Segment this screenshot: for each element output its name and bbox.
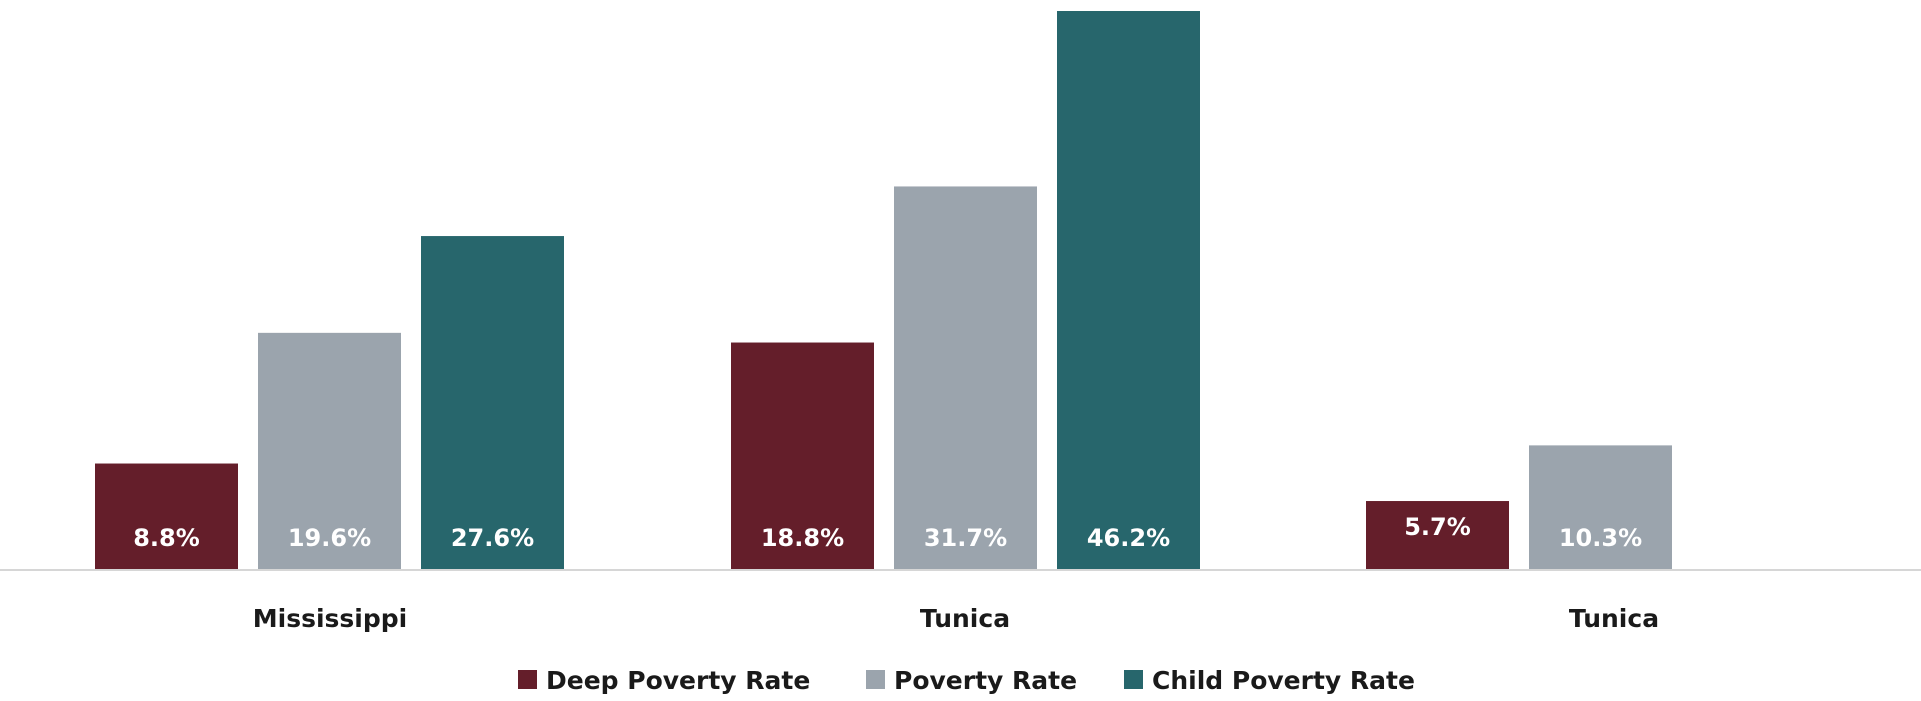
bar-child-poverty-rate-mississippi-0 <box>421 236 564 570</box>
legend-item-child-poverty-rate: Child Poverty Rate <box>1124 666 1415 695</box>
legend-swatch-child-poverty-rate <box>1124 670 1143 689</box>
bars-layer <box>95 11 1672 570</box>
bar-poverty-rate-tunica-1 <box>894 186 1037 570</box>
legend-label-poverty-rate: Poverty Rate <box>894 666 1077 695</box>
bar-deep-poverty-rate-tunica-1 <box>731 342 874 570</box>
legend-swatch-poverty-rate <box>866 670 885 689</box>
legend: Deep Poverty Rate Poverty Rate Child Pov… <box>518 666 1415 695</box>
data-label-poverty-rate-mississippi-0: 19.6% <box>288 524 371 552</box>
bar-poverty-rate-tunica-2 <box>1529 445 1672 570</box>
legend-label-child-poverty-rate: Child Poverty Rate <box>1152 666 1415 695</box>
data-label-deep-poverty-rate-tunica-1: 18.8% <box>761 524 844 552</box>
data-label-poverty-rate-tunica-1: 31.7% <box>924 524 1007 552</box>
data-label-child-poverty-rate-mississippi-0: 27.6% <box>451 524 534 552</box>
data-label-child-poverty-rate-tunica-1: 46.2% <box>1087 524 1170 552</box>
bar-poverty-rate-mississippi-0 <box>258 332 401 570</box>
legend-item-deep-poverty-rate: Deep Poverty Rate <box>518 666 810 695</box>
category-label-mississippi: Mississippi <box>253 604 407 633</box>
legend-swatch-deep-poverty-rate <box>518 670 537 689</box>
data-label-deep-poverty-rate-mississippi-0: 8.8% <box>133 524 200 552</box>
data-label-poverty-rate-tunica-2: 10.3% <box>1559 524 1642 552</box>
legend-item-poverty-rate: Poverty Rate <box>866 666 1077 695</box>
bar-deep-poverty-rate-tunica-2 <box>1366 501 1509 570</box>
bar-labels-layer: 8.8% 19.6% 27.6% 18.8% 31.7% 46.2% 5.7% 10.3% <box>133 513 1642 552</box>
data-label-deep-poverty-rate-tunica-2: 5.7% <box>1404 513 1471 541</box>
category-label-tunica-2: Tunica <box>1569 604 1659 633</box>
bar-child-poverty-rate-tunica-1 <box>1057 11 1200 570</box>
bar-deep-poverty-rate-mississippi-0 <box>95 463 238 570</box>
category-label-tunica-1: Tunica <box>920 604 1010 633</box>
legend-label-deep-poverty-rate: Deep Poverty Rate <box>546 666 810 695</box>
category-labels-layer: Mississippi Tunica Tunica <box>253 604 1659 633</box>
